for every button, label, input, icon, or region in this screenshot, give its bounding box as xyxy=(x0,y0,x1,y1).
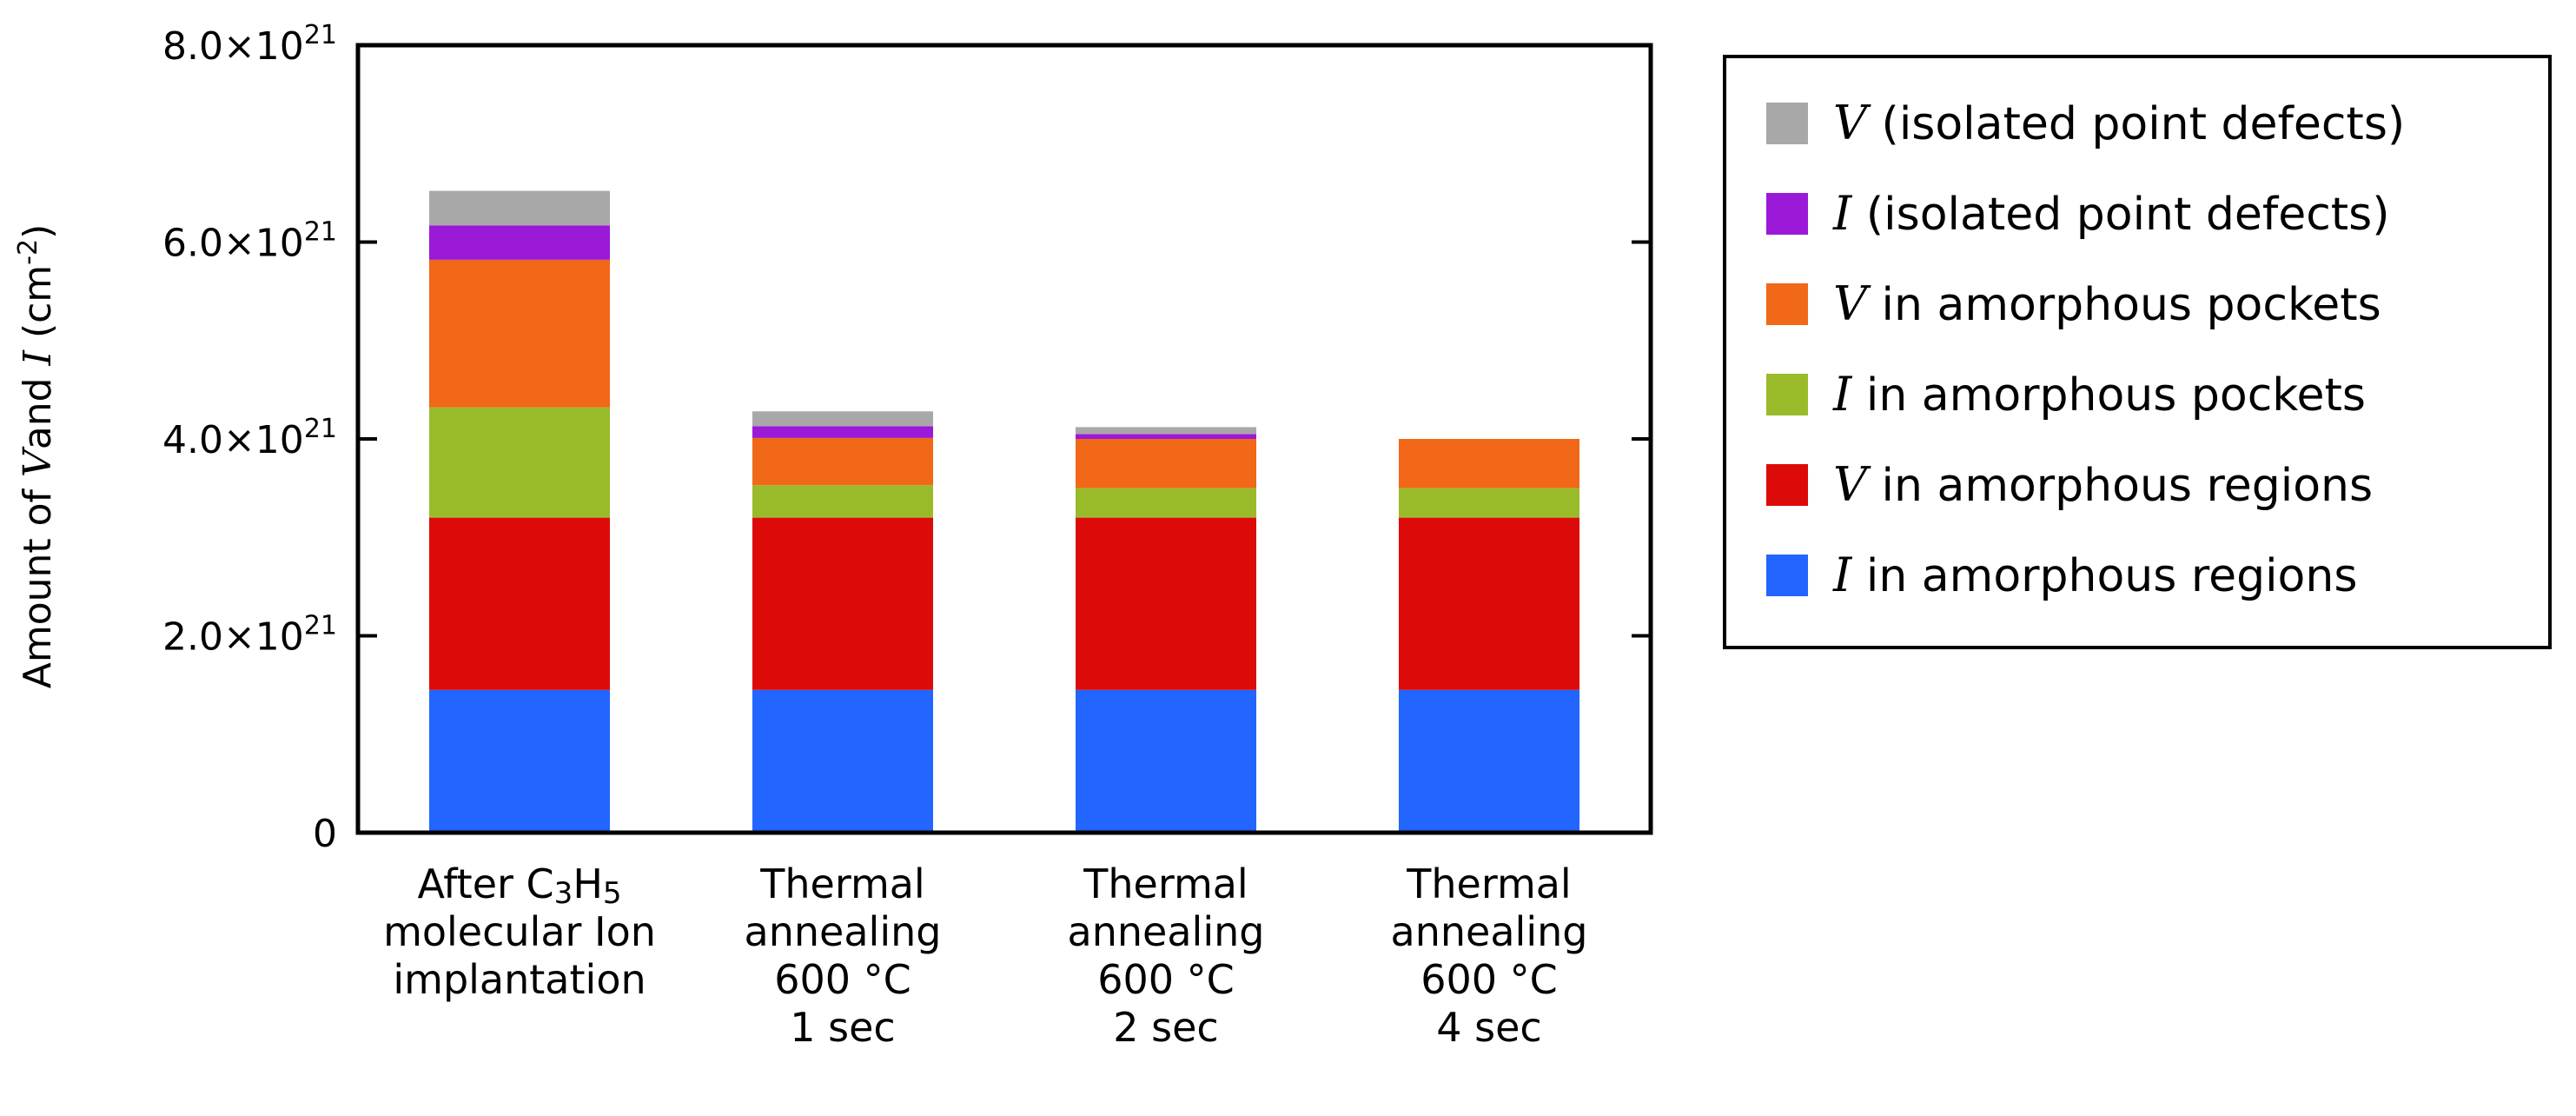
y-tick-label-1: 2.0×1021 xyxy=(162,611,337,660)
bar-segment-v-in-amorphous-regions-cat-4 xyxy=(1399,517,1579,690)
legend-swatch-v-in-amorphous-regions xyxy=(1766,464,1808,506)
bar-segment-v-in-amorphous-regions-cat-2 xyxy=(752,517,933,690)
bar-segment-v-isolated-point-defects-cat-3 xyxy=(1076,427,1256,435)
legend-label-i-isolated-point-defects: I (isolated point defects) xyxy=(1832,186,2390,241)
x-tick-label-2-line-2: annealing xyxy=(745,908,942,955)
x-tick-label-1-line-2: molecular Ion xyxy=(383,908,656,955)
x-tick-label-3-line-2: annealing xyxy=(1068,908,1265,955)
bar-segment-v-isolated-point-defects-cat-2 xyxy=(752,411,933,427)
y-tick-label-2: 4.0×1021 xyxy=(162,414,337,462)
bars-layer xyxy=(429,190,1579,833)
bar-segment-i-isolated-point-defects-cat-1 xyxy=(429,225,610,260)
x-tick-label-1-line-3: implantation xyxy=(393,956,646,1003)
legend-label-i-in-amorphous-pockets: I in amorphous pockets xyxy=(1832,367,2366,422)
bar-segment-i-in-amorphous-regions-cat-3 xyxy=(1076,689,1256,833)
bar-segment-i-in-amorphous-regions-cat-2 xyxy=(752,689,933,833)
bar-segment-i-in-amorphous-pockets-cat-2 xyxy=(752,485,933,518)
x-tick-label-4-line-4: 4 sec xyxy=(1436,1004,1541,1051)
x-tick-label-4-line-3: 600 °C xyxy=(1420,956,1558,1003)
legend-label-i-in-amorphous-regions: I in amorphous regions xyxy=(1832,548,2357,602)
x-tick-label-3-line-1: Thermal xyxy=(1083,860,1248,907)
bar-segment-i-isolated-point-defects-cat-2 xyxy=(752,426,933,438)
bar-segment-v-in-amorphous-regions-cat-3 xyxy=(1076,517,1256,690)
x-tick-label-2-line-1: Thermal xyxy=(759,860,924,907)
bar-segment-v-in-amorphous-pockets-cat-1 xyxy=(429,259,610,408)
legend-swatch-i-in-amorphous-regions xyxy=(1766,555,1808,596)
bar-segment-i-in-amorphous-pockets-cat-1 xyxy=(429,407,610,518)
legend-label-v-isolated-point-defects: V (isolated point defects) xyxy=(1833,96,2405,150)
bar-segment-v-isolated-point-defects-cat-1 xyxy=(429,190,610,226)
x-tick-label-4-line-1: Thermal xyxy=(1406,860,1571,907)
legend-layer: V (isolated point defects) I (isolated po… xyxy=(1723,55,2552,649)
axes-layer: 0 2.0×1021 4.0×1021 6.0×1021 8.0×1021 Amount … xyxy=(13,20,1653,1051)
bar-segment-i-in-amorphous-pockets-cat-4 xyxy=(1399,488,1579,518)
legend-box xyxy=(1723,55,2552,649)
bar-segment-v-in-amorphous-regions-cat-1 xyxy=(429,517,610,690)
y-axis-label: Amount of Vand I (cm-2) xyxy=(13,224,60,689)
legend-swatch-v-isolated-point-defects xyxy=(1766,103,1808,144)
bar-segment-i-isolated-point-defects-cat-3 xyxy=(1076,434,1256,439)
bar-segment-v-in-amorphous-pockets-cat-4 xyxy=(1399,439,1579,488)
y-tick-label-0: 0 xyxy=(313,812,337,856)
y-tick-label-3: 6.0×1021 xyxy=(162,217,337,266)
x-tick-label-2-line-3: 600 °C xyxy=(774,956,911,1003)
x-tick-label-3-line-4: 2 sec xyxy=(1113,1004,1218,1051)
legend-swatch-v-in-amorphous-pockets xyxy=(1766,283,1808,325)
bar-segment-v-in-amorphous-pockets-cat-2 xyxy=(752,437,933,486)
x-tick-label-1-line-1: After C3H5 xyxy=(417,860,621,911)
legend-label-v-in-amorphous-pockets: V in amorphous pockets xyxy=(1833,276,2381,331)
x-tick-label-4-line-2: annealing xyxy=(1391,908,1588,955)
x-tick-label-2-line-4: 1 sec xyxy=(790,1004,895,1051)
bar-segment-i-in-amorphous-regions-cat-1 xyxy=(429,689,610,833)
legend-label-v-in-amorphous-regions: V in amorphous regions xyxy=(1833,457,2373,512)
legend-swatch-i-in-amorphous-pockets xyxy=(1766,374,1808,415)
x-tick-label-3-line-3: 600 °C xyxy=(1097,956,1235,1003)
bar-segment-i-in-amorphous-regions-cat-4 xyxy=(1399,689,1579,833)
bar-segment-i-in-amorphous-pockets-cat-3 xyxy=(1076,488,1256,518)
y-tick-label-4: 8.0×1021 xyxy=(162,20,337,69)
legend-swatch-i-isolated-point-defects xyxy=(1766,193,1808,235)
bar-segment-v-in-amorphous-pockets-cat-3 xyxy=(1076,439,1256,488)
